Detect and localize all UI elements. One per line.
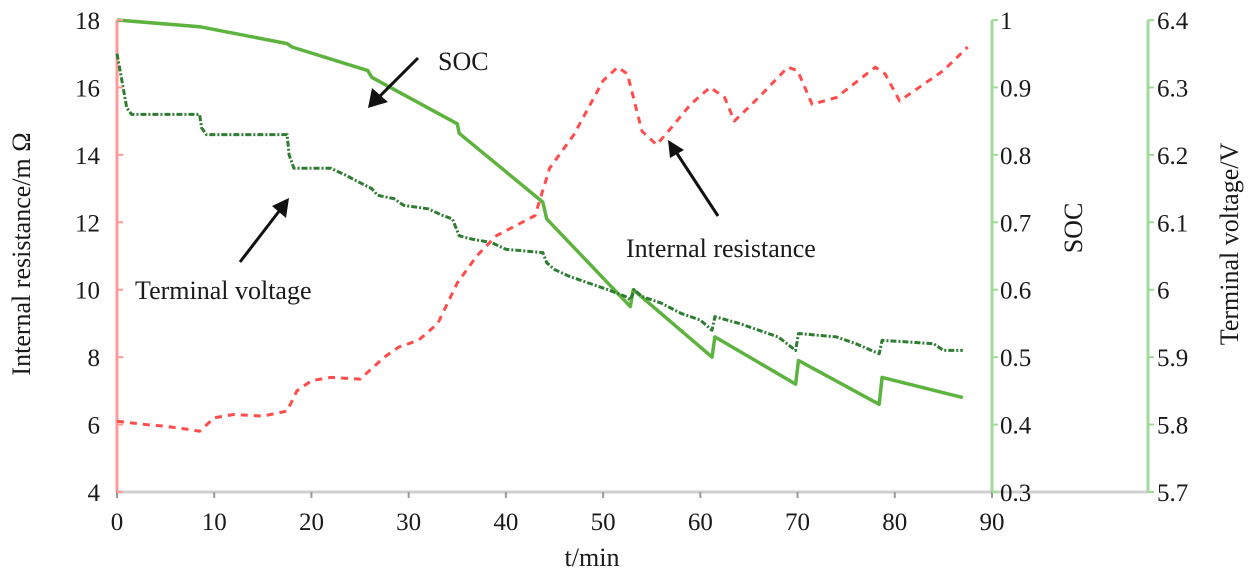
resistance-tick-label: 18 (75, 8, 100, 35)
x-tick-label: 50 (591, 509, 616, 536)
voltage-tick-label: 6 (1157, 278, 1170, 305)
x-tick-label: 70 (785, 509, 810, 536)
series-layer (115, 18, 969, 433)
resistance-tick-label: 14 (75, 143, 101, 170)
arrowhead-terminal-voltage (272, 198, 289, 218)
voltage-tick-label: 6.2 (1157, 143, 1188, 170)
soc-tick-label: 0.4 (1000, 413, 1032, 440)
arrow-terminal-voltage (238, 209, 282, 263)
voltage-axis-title: Terminal voltage/V (1215, 143, 1244, 346)
annotation-label-internal-resistance: Internal resistance (626, 234, 816, 263)
arrowhead-soc (368, 88, 388, 108)
soc-tick-label: 0.6 (1000, 278, 1031, 305)
annotation-label-soc: SOC (438, 47, 489, 76)
soc-axis-title: SOC (1059, 203, 1088, 254)
axes-layer (115, 20, 1150, 494)
resistance-tick-label: 6 (88, 413, 101, 440)
annotation-internal-resistance: Internal resistance (626, 140, 816, 263)
series-line-terminal-voltage (115, 53, 963, 356)
arrow-soc (376, 56, 420, 100)
x-tick-label: 90 (980, 509, 1005, 536)
resistance-tick-label: 16 (75, 75, 100, 102)
soc-tick-label: 0.3 (1000, 480, 1031, 507)
resistance-tick-label: 8 (88, 345, 101, 372)
x-tick-label: 40 (493, 509, 518, 536)
soc-tick-label: 0.7 (1000, 210, 1031, 237)
soc-tick-label: 0.9 (1000, 75, 1031, 102)
x-tick-label: 0 (111, 509, 124, 536)
x-axis-title: t/min (565, 543, 620, 572)
soc-tick-label: 0.8 (1000, 143, 1031, 170)
resistance-tick-label: 12 (75, 210, 100, 237)
ticks-layer: 0 10 20 30 40 50 60 70 80 9046810121416180.30.40.… (75, 8, 1189, 536)
voltage-tick-label: 6.3 (1157, 75, 1188, 102)
voltage-tick-label: 6.4 (1157, 8, 1189, 35)
voltage-tick-label: 6.1 (1157, 210, 1188, 237)
x-tick-label: 10 (202, 509, 227, 536)
soc-tick-label: 0.5 (1000, 345, 1031, 372)
series-line-internal-resistance (116, 45, 969, 433)
resistance-tick-label: 4 (88, 480, 101, 507)
voltage-tick-label: 5.7 (1157, 480, 1188, 507)
x-tick-label: 30 (396, 509, 421, 536)
series-line-soc (116, 18, 964, 407)
voltage-tick-label: 5.9 (1157, 345, 1188, 372)
resistance-tick-label: 10 (75, 278, 100, 305)
annotation-label-terminal-voltage: Terminal voltage (135, 276, 312, 305)
arrowhead-internal-resistance (668, 140, 684, 158)
x-tick-label: 60 (688, 509, 713, 536)
arrow-internal-resistance (674, 151, 720, 217)
voltage-tick-label: 5.8 (1157, 413, 1188, 440)
resistance-axis-title: Internal resistance/m Ω (7, 132, 36, 375)
x-tick-label: 20 (299, 509, 324, 536)
annotation-terminal-voltage: Terminal voltage (135, 198, 312, 305)
x-tick-label: 80 (882, 509, 907, 536)
annotation-soc: SOC (368, 47, 489, 108)
soc-tick-label: 1 (1000, 8, 1013, 35)
